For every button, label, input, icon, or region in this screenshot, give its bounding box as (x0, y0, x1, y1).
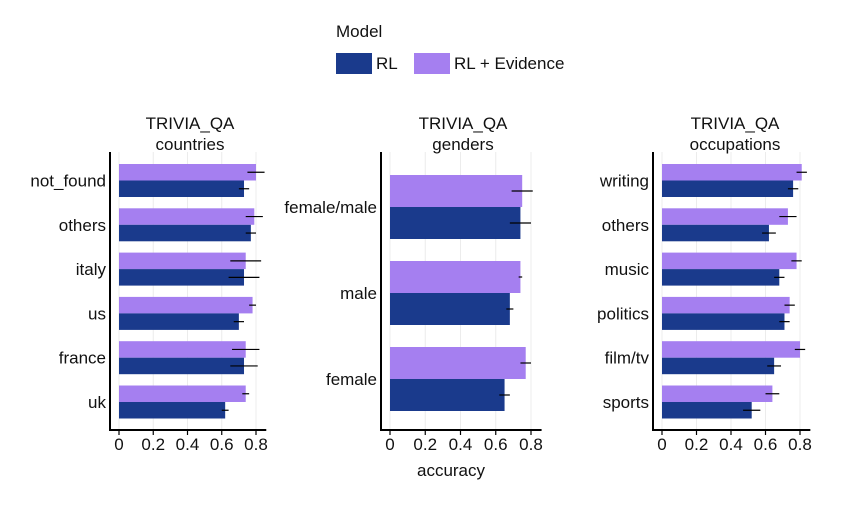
panel-title: TRIVIA_QA (691, 114, 780, 133)
bar-rl (662, 357, 775, 375)
x-axis-label: accuracy (417, 461, 486, 480)
category-label: others (602, 216, 649, 235)
category-label: uk (88, 393, 106, 412)
legend-swatch-rl-evidence (414, 53, 450, 74)
legend-title: Model (336, 22, 383, 41)
legend-label-rl-evidence: RL + Evidence (454, 53, 565, 73)
legend-item-rl: RL (336, 53, 398, 74)
category-label: not_found (30, 172, 106, 191)
bar-rl (662, 313, 785, 330)
x-tick-label: 0.6 (484, 435, 508, 454)
x-tick-label: 0 (385, 435, 394, 454)
bar-rl-evidence (119, 341, 246, 358)
legend-label-rl: RL (376, 53, 398, 73)
bar-rl (390, 207, 521, 239)
category-label: others (59, 216, 106, 235)
bar-rl (119, 269, 245, 286)
bar-rl-evidence (390, 261, 521, 293)
category-label: sports (603, 393, 649, 412)
bar-rl (390, 379, 505, 411)
bar-rl (662, 180, 794, 197)
category-label: italy (76, 260, 107, 279)
category-label: music (605, 260, 650, 279)
bar-rl (119, 357, 245, 375)
bar-rl (662, 269, 780, 286)
x-tick-label: 0.6 (754, 435, 778, 454)
bar-rl (390, 293, 510, 325)
category-label: france (59, 349, 106, 368)
bar-rl-evidence (119, 385, 246, 402)
x-tick-label: 0 (657, 435, 666, 454)
panel-subtitle: genders (432, 135, 493, 154)
bar-rl-evidence (119, 208, 255, 225)
panel-subtitle: occupations (690, 135, 781, 154)
bar-rl-evidence (119, 296, 253, 314)
x-tick-label: 0.4 (176, 435, 200, 454)
bar-rl (119, 402, 226, 419)
legend-swatch-rl (336, 53, 372, 74)
bar-rl-evidence (119, 252, 246, 270)
bar-rl-evidence (662, 164, 802, 181)
bar-rl-evidence (662, 341, 800, 358)
category-label: us (88, 304, 106, 323)
x-tick-label: 0.8 (244, 435, 268, 454)
x-tick-label: 0.2 (141, 435, 165, 454)
panel-subtitle: countries (156, 135, 225, 154)
category-label: politics (597, 304, 649, 323)
x-tick-label: 0.8 (788, 435, 812, 454)
category-label: writing (599, 172, 649, 191)
x-tick-label: 0.4 (719, 435, 743, 454)
panel-title: TRIVIA_QA (146, 114, 235, 133)
x-tick-label: 0.6 (210, 435, 234, 454)
bar-rl (119, 224, 251, 242)
x-tick-label: 0.8 (519, 435, 543, 454)
bar-rl-evidence (119, 164, 256, 181)
panel-title: TRIVIA_QA (419, 114, 508, 133)
bar-rl-evidence (662, 252, 797, 270)
x-tick-label: 0 (114, 435, 123, 454)
category-label: film/tv (605, 349, 650, 368)
category-label: male (340, 284, 377, 303)
x-tick-label: 0.2 (685, 435, 709, 454)
bar-rl-evidence (662, 296, 790, 314)
bar-rl (662, 402, 752, 419)
bar-rl (662, 224, 769, 242)
bar-rl (119, 313, 239, 330)
bar-rl-evidence (390, 347, 526, 379)
bar-rl (119, 180, 245, 197)
legend-item-rl-evidence: RL + Evidence (414, 53, 564, 74)
bar-rl-evidence (662, 385, 773, 402)
x-tick-label: 0.2 (413, 435, 437, 454)
x-tick-label: 0.4 (449, 435, 473, 454)
bar-rl-evidence (662, 208, 788, 225)
category-label: female (326, 370, 377, 389)
category-label: female/male (284, 198, 377, 217)
bar-rl-evidence (390, 175, 523, 207)
